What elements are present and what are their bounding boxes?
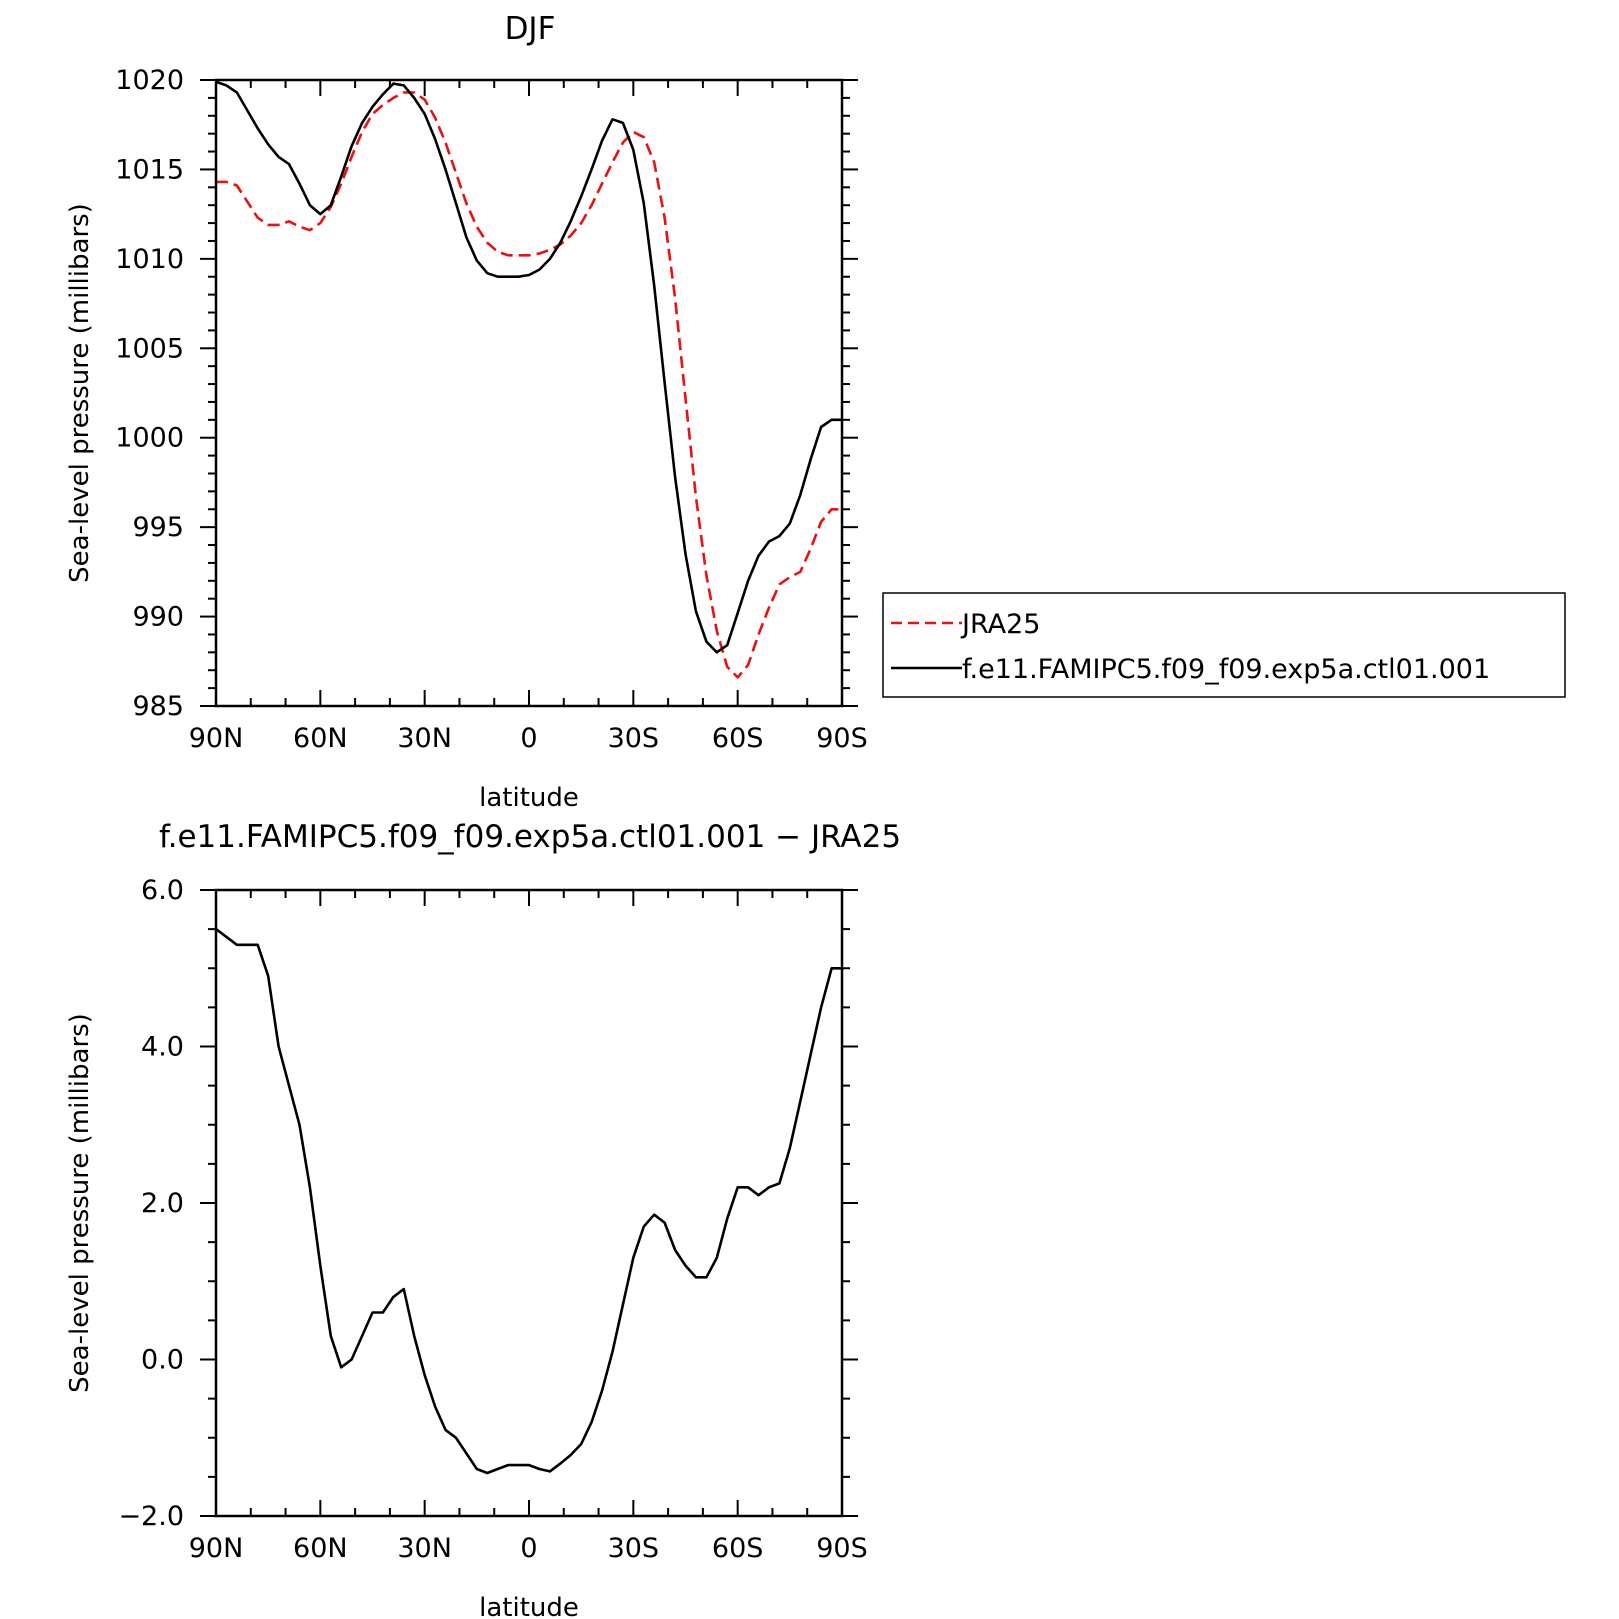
series-line-model-difference <box>215 928 842 1475</box>
x-tick-label: 90S <box>816 723 868 754</box>
x-tick-label: 30S <box>608 1533 660 1564</box>
y-tick-label: 2.0 <box>141 1188 184 1219</box>
legend-label-model: f.e11.FAMIPC5.f09_f09.exp5a.ctl01.001 <box>962 654 1490 685</box>
y-tick-label: −2.0 <box>118 1501 184 1532</box>
y-tick-label: 1020 <box>115 65 184 96</box>
bottom-chart-title: f.e11.FAMIPC5.f09_f09.exp5a.ctl01.001 − … <box>159 819 901 855</box>
top-chart-title: DJF <box>505 11 556 47</box>
legend: JRA25 f.e11.FAMIPC5.f09_f09.exp5a.ctl01.… <box>882 592 1566 698</box>
x-tick-label: 90S <box>816 1533 868 1564</box>
x-tick-label: 0 <box>520 1533 537 1564</box>
y-tick-label: 985 <box>132 691 184 722</box>
top-tick-marks <box>200 79 858 707</box>
y-tick-label: 1010 <box>115 244 184 275</box>
y-tick-label: 0.0 <box>141 1345 184 1376</box>
top-series-layer <box>215 80 842 679</box>
top-x-axis-label: latitude <box>479 783 579 813</box>
series-line-model <box>215 80 842 654</box>
top-y-axis-label: Sea-level pressure (millibars) <box>65 203 95 583</box>
top-plot-frame <box>214 78 844 708</box>
bottom-panel: f.e11.FAMIPC5.f09_f09.exp5a.ctl01.001 − … <box>65 819 901 1619</box>
x-tick-label: 90N <box>189 723 244 754</box>
x-tick-label: 60N <box>293 1533 348 1564</box>
x-tick-label: 90N <box>189 1533 244 1564</box>
bottom-y-tick-labels: −2.0 0.0 2.0 4.0 6.0 <box>118 875 184 1532</box>
x-tick-label: 60S <box>712 723 764 754</box>
bottom-plot-frame <box>214 888 844 1518</box>
bottom-series-layer <box>215 928 842 1475</box>
x-tick-label: 30N <box>397 723 452 754</box>
x-tick-label: 30S <box>608 723 660 754</box>
y-tick-label: 4.0 <box>141 1032 184 1063</box>
top-x-tick-labels: 90N 60N 30N 0 30S 60S 90S <box>189 723 868 754</box>
y-tick-label: 1015 <box>115 154 184 185</box>
series-line-jra25 <box>216 91 842 679</box>
x-tick-label: 60S <box>712 1533 764 1564</box>
bottom-y-axis-label: Sea-level pressure (millibars) <box>65 1013 95 1393</box>
y-tick-label: 995 <box>132 512 184 543</box>
y-tick-label: 6.0 <box>141 875 184 906</box>
top-panel: DJF 90N 60N 30N 0 30S 60S 90S 985 990 995 1000 100… <box>65 11 868 813</box>
top-y-tick-labels: 985 990 995 1000 1005 1010 1015 1020 <box>115 65 184 722</box>
x-tick-label: 0 <box>520 723 537 754</box>
y-tick-label: 990 <box>132 602 184 633</box>
legend-box <box>882 592 1566 698</box>
bottom-x-tick-labels: 90N 60N 30N 0 30S 60S 90S <box>189 1533 868 1564</box>
y-tick-label: 1005 <box>115 333 184 364</box>
legend-label-jra25: JRA25 <box>960 609 1040 640</box>
bottom-tick-marks <box>200 889 858 1517</box>
bottom-x-axis-label: latitude <box>479 1593 579 1619</box>
y-tick-label: 1000 <box>115 423 184 454</box>
x-tick-label: 30N <box>397 1533 452 1564</box>
x-tick-label: 60N <box>293 723 348 754</box>
